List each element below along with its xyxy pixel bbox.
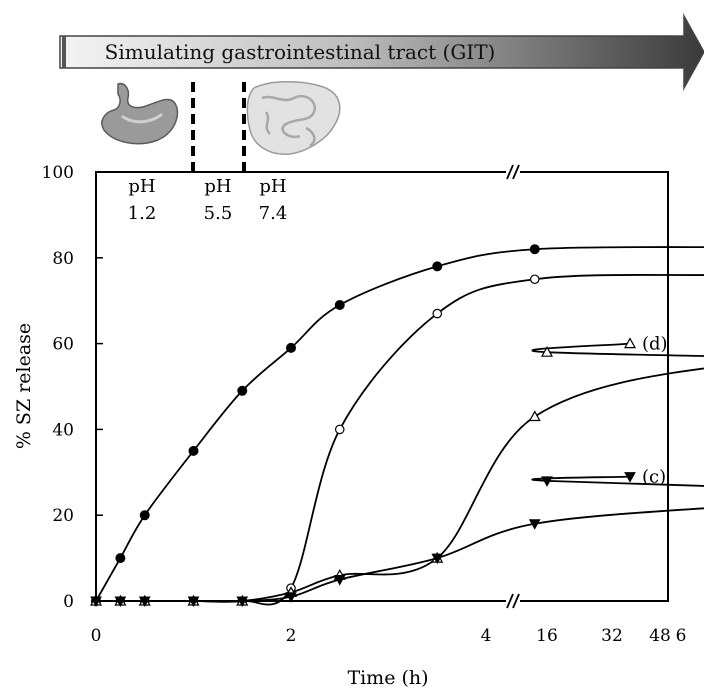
y-axis-label: % SZ release [13,323,35,449]
data-point [285,592,297,603]
y-tick-label: 20 [52,506,74,526]
data-point [432,261,443,272]
data-point [236,596,249,608]
axis-break-top [506,164,520,180]
plot-frame [95,171,669,602]
series-b: (b) [91,274,704,606]
stomach-icon [101,82,179,145]
ph-label-2: pH [204,176,231,197]
x-axis-label: Time (h) [347,667,428,689]
banner-arrow [59,13,704,91]
data-point [138,596,151,608]
axis-break-bottom [506,593,520,609]
data-point [623,337,637,349]
x-tick-label: 4 [481,626,492,646]
y-tick-label: 100 [42,163,74,183]
series-line-after-break [531,342,704,357]
ph-value-3: 7.4 [259,203,288,224]
data-point [528,410,541,422]
series-line [96,274,704,606]
y-tick-label: 40 [52,420,74,440]
series-line [95,246,704,602]
ticks-layer: 02468163248020406080100 [42,163,687,646]
data-point [187,596,200,608]
data-point [431,553,444,565]
y-tick-label: 60 [52,335,74,355]
series-line-after-break [531,475,704,488]
y-tick-label: 0 [63,592,74,612]
ph-label-3: pH [259,176,286,197]
git-banner: Simulating gastrointestinal tract (GIT) [59,13,704,91]
data-point [624,472,636,483]
series-a: (a) [91,244,704,606]
series-d: (d) [89,334,704,606]
series-layer: (a)(b)(d) (c) [89,244,704,608]
banner-arrow-tail [62,36,66,68]
ph-value-1: 1.2 [128,203,157,224]
x-tick-label: 6 [676,626,687,646]
series-label: (d) [642,334,668,355]
banner-title: Simulating gastrointestinal tract (GIT) [105,40,496,64]
x-tick-label: 16 [536,626,558,646]
data-point [333,575,346,586]
series-c: (c) [90,467,704,608]
data-point [115,553,126,564]
data-point [529,244,540,255]
x-tick-label: 0 [91,626,102,646]
data-point [334,299,345,310]
intestine-icon [246,80,341,155]
data-point [114,596,127,608]
x-tick-label: 2 [286,626,297,646]
data-point [139,510,150,521]
x-tick-label: 48 [649,626,671,646]
data-point [541,476,553,487]
data-point [528,519,541,530]
data-point [529,274,540,285]
ph-labels: pH 1.2 pH 5.5 pH 7.4 [128,176,288,224]
y-tick-label: 80 [52,249,74,269]
series-label: (c) [642,467,666,488]
data-point [237,385,248,396]
series-line [96,507,704,603]
ph-value-2: 5.5 [204,203,233,224]
data-point [90,596,102,608]
data-point [432,308,443,319]
series-line [96,367,704,603]
ph-label-1: pH [128,176,155,197]
data-point [286,342,296,353]
x-tick-label: 32 [601,626,623,646]
data-point [540,345,554,357]
data-point [334,424,345,435]
data-point [188,445,199,456]
